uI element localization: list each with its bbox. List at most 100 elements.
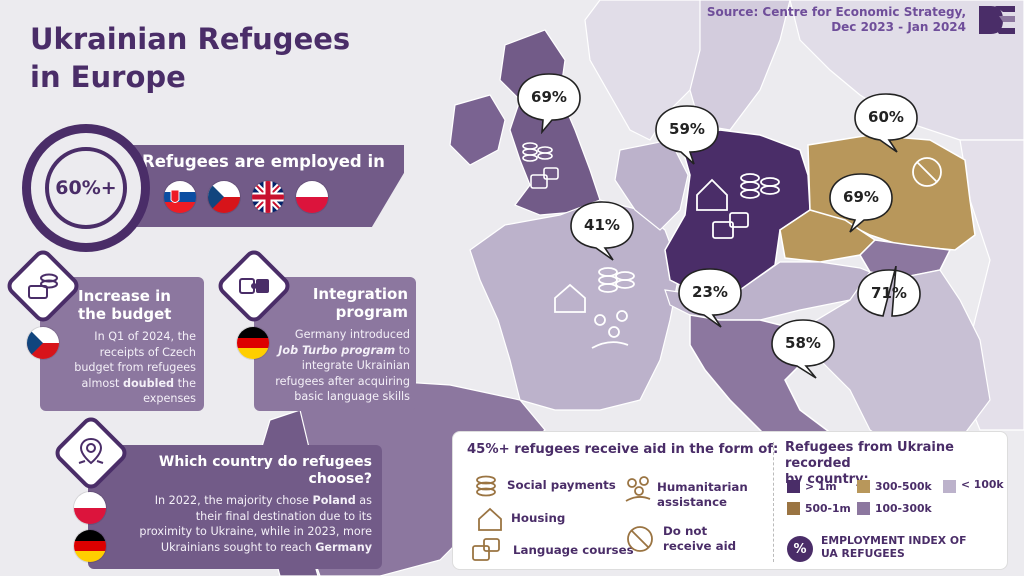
aid-social-payments: Social payments xyxy=(507,478,616,492)
employment-index-label: EMPLOYMENT INDEX OF UA REFUGEES xyxy=(821,534,966,560)
integration-line-4: refugees after acquiring xyxy=(275,374,410,388)
swatch-500k-1m xyxy=(787,502,800,515)
germany-employment-label: 59% xyxy=(669,120,705,138)
budget-coins-icon xyxy=(28,273,58,299)
integration-title: Integration program xyxy=(313,285,408,321)
bin-100-300k: 100-300k xyxy=(875,502,932,515)
aid-humanitarian: Humanitarian assistance xyxy=(657,480,748,510)
destination-line-1-pre: In 2022, the majority chose xyxy=(154,494,313,507)
destination-line-3: proximity to Ukraine, while in 2023, mor… xyxy=(139,525,372,538)
integration-line-2-post: to xyxy=(395,343,410,357)
employment-stat: 60%+ xyxy=(45,147,127,229)
swatch-under-100k xyxy=(943,480,956,493)
employment-ring: 60%+ xyxy=(22,124,150,252)
map-sweden xyxy=(689,0,791,131)
house-icon xyxy=(696,178,728,211)
humanitarian-icon xyxy=(625,476,651,502)
poland-flag-icon xyxy=(296,181,328,213)
uk-flag-icon xyxy=(252,181,284,213)
recorded-title-line-2: by country: xyxy=(785,472,869,487)
integration-line-1: Germany introduced xyxy=(294,328,410,341)
legend-divider xyxy=(773,442,774,562)
ces-logo-icon xyxy=(979,6,1015,34)
map-pin-icon xyxy=(78,437,104,465)
source-note: Source: Centre for Economic Strategy, De… xyxy=(707,5,966,35)
puzzle-icon xyxy=(239,278,269,294)
budget-line-2: receipts of Czech xyxy=(99,345,196,359)
destination-line-4-pre: Ukrainians sought to reach xyxy=(160,540,316,554)
poland-flag-icon xyxy=(74,492,106,524)
coins-icon xyxy=(476,475,496,497)
bubble-switzerland: 23% xyxy=(677,265,745,333)
uk-employment-label: 69% xyxy=(531,88,567,106)
language-icon xyxy=(472,538,500,561)
recorded-legend-title: Refugees from Ukraine recorded by countr… xyxy=(785,440,1007,488)
swatch-300-500k xyxy=(857,480,870,493)
bubble-czechia: 69% xyxy=(828,170,896,238)
recorded-title-line-1: Refugees from Ukraine recorded xyxy=(785,440,954,471)
house-icon xyxy=(554,283,586,313)
integration-card: Integration program Germany introduced J… xyxy=(254,277,416,411)
aid-language-courses: Language courses xyxy=(513,543,634,557)
budget-line-3: budget from refugees xyxy=(74,361,196,374)
integration-title-line-2: program xyxy=(335,303,408,321)
czechia-flag-icon xyxy=(208,181,240,213)
integration-line-5: basic language skills xyxy=(294,390,410,403)
job-turbo-label: Job Turbo program xyxy=(278,343,396,357)
bin-500k-1m: 500-1m xyxy=(805,502,851,515)
integration-line-3: integrate Ukrainian xyxy=(301,359,410,372)
bin-under-100k: < 100k xyxy=(961,478,1004,491)
aid-do-not-receive: Do not receive aid xyxy=(663,524,736,554)
budget-line-4: almost doubled the xyxy=(56,376,196,392)
destination-title: Which country do refugees choose? xyxy=(159,454,372,488)
swatch-over-1m xyxy=(787,480,800,493)
page-title: Ukrainian Refugees in Europe xyxy=(30,20,350,96)
aid-humanitarian-line-1: Humanitarian xyxy=(657,480,748,494)
integration-title-line-1: Integration xyxy=(312,285,408,303)
aid-humanitarian-line-2: assistance xyxy=(657,495,728,509)
budget-line-4-bold: doubled xyxy=(122,376,175,390)
coins-icon xyxy=(740,173,780,199)
budget-line-4-pre: almost xyxy=(81,376,123,390)
humanitarian-icon xyxy=(591,310,629,349)
aid-noaid-line-2: receive aid xyxy=(663,539,737,553)
map-ireland xyxy=(449,94,506,166)
employment-label: Refugees are employed in xyxy=(142,152,385,171)
bin-over-1m: > 1m xyxy=(805,480,837,493)
destination-card: Which country do refugees choose? In 202… xyxy=(88,445,382,569)
legend-panel: 45%+ refugees receive aid in the form of… xyxy=(452,431,1008,570)
language-icon xyxy=(712,212,749,239)
index-line-1: EMPLOYMENT INDEX OF xyxy=(821,534,967,547)
employment-index-badge: % xyxy=(787,536,813,562)
italy-employment-label: 58% xyxy=(785,334,821,352)
title-line-2: in Europe xyxy=(30,60,186,94)
budget-line-5: expenses xyxy=(143,392,196,405)
no-aid-icon xyxy=(627,526,653,552)
destination-text: In 2022, the majority chose Poland as th… xyxy=(112,493,372,555)
czechia-flag-icon xyxy=(27,327,59,359)
bubble-germany: 59% xyxy=(654,102,722,170)
title-line-1: Ukrainian Refugees xyxy=(30,22,351,56)
bubble-italy: 58% xyxy=(770,316,838,384)
france-employment-label: 41% xyxy=(584,216,620,234)
germany-highlight: Germany xyxy=(315,540,372,554)
destination-title-line-1: Which country do refugees xyxy=(158,454,372,470)
destination-line-4: Ukrainians sought to reach Germany xyxy=(112,540,372,556)
index-line-2: UA REFUGEES xyxy=(821,547,905,560)
slovakia-employment-label: 71% xyxy=(871,284,907,302)
bubble-uk: 69% xyxy=(516,70,584,138)
destination-title-line-2: choose? xyxy=(308,471,372,487)
bin-300-500k: 300-500k xyxy=(875,480,932,493)
coins-icon xyxy=(598,267,635,293)
destination-line-1-post: as xyxy=(355,494,372,507)
slovakia-flag-icon xyxy=(164,181,196,213)
house-icon xyxy=(478,507,502,531)
bubble-slovakia: 71% xyxy=(856,265,924,334)
map-france xyxy=(469,199,681,411)
coins-icon xyxy=(522,142,553,162)
poland-highlight: Poland xyxy=(312,494,356,507)
poland-employment-label: 60% xyxy=(868,108,904,126)
destination-line-1: In 2022, the majority chose Poland as xyxy=(112,493,372,509)
